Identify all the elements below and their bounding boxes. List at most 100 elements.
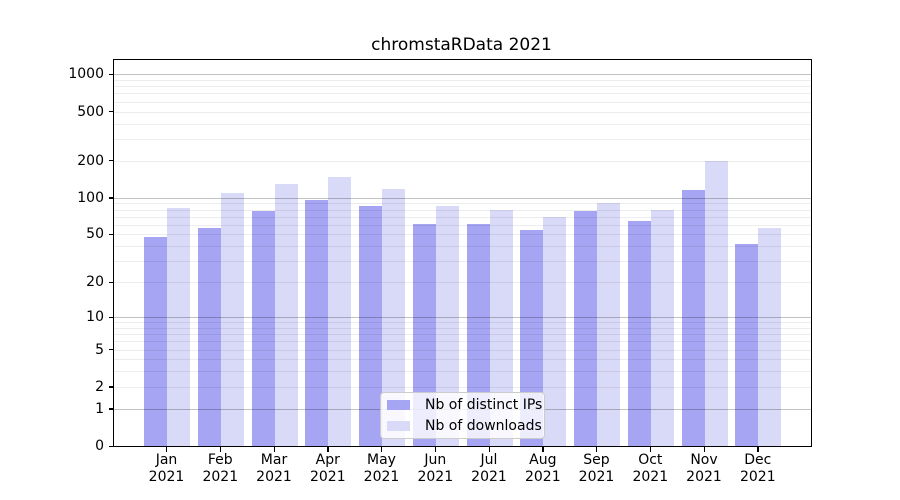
x-label-month: Oct <box>638 452 663 468</box>
x-axis-tick <box>434 447 437 452</box>
bar-distinct-ips-apr <box>305 199 329 446</box>
x-label-month: Apr <box>315 452 340 468</box>
bar-distinct-ips-mar <box>251 210 275 446</box>
x-label-month: Mar <box>260 452 288 468</box>
gridline-minor <box>114 86 811 88</box>
x-tick-label-oct: Oct 2021 <box>618 452 682 486</box>
bar-downloads-nov <box>704 161 728 446</box>
bar-distinct-ips-jan <box>144 236 167 446</box>
bar-downloads-dec <box>758 228 782 446</box>
x-label-year: 2021 <box>578 469 615 485</box>
x-tick-label-sep: Sep 2021 <box>565 452 629 486</box>
bar-distinct-ips-oct <box>627 221 651 446</box>
x-axis-tick <box>703 447 705 452</box>
x-label-year: 2021 <box>686 469 722 485</box>
x-tick-label-jul: Jul 2021 <box>457 452 521 486</box>
x-label-month: Nov <box>690 452 718 468</box>
x-tick-label-nov: Nov 2021 <box>672 452 736 486</box>
x-axis-tick <box>219 447 222 452</box>
y-tick-label: 1000 <box>68 66 104 83</box>
x-axis-tick <box>596 447 598 452</box>
bar-downloads-aug <box>543 217 567 446</box>
x-label-month: Jun <box>424 452 447 468</box>
gridline-minor <box>114 93 811 95</box>
bar-distinct-ips-nov <box>681 190 705 446</box>
x-label-month: Aug <box>529 452 557 468</box>
gridline-minor <box>114 138 811 140</box>
bar-downloads-may <box>382 188 405 446</box>
bar-downloads-sep <box>597 203 620 446</box>
y-tick-label: 2 <box>95 378 104 395</box>
x-label-year: 2021 <box>632 469 669 485</box>
bar-downloads-jun <box>435 206 459 446</box>
x-tick-label-dec: Dec 2021 <box>726 452 790 486</box>
chart-title: chromstaRData 2021 <box>371 35 552 55</box>
y-tick-label: 10 <box>86 309 104 325</box>
x-label-year: 2021 <box>363 469 400 485</box>
y-tick-label: 20 <box>86 274 104 291</box>
x-label-year: 2021 <box>471 469 507 485</box>
bar-downloads-jul <box>489 209 513 446</box>
y-axis-tick <box>109 233 113 236</box>
legend-label-distinct-ips: Nb of distinct IPs <box>425 397 543 413</box>
x-tick-label-feb: Feb 2021 <box>188 452 252 486</box>
bar-distinct-ips-jul <box>466 223 490 446</box>
bar-distinct-ips-sep <box>574 210 597 446</box>
x-label-year: 2021 <box>739 469 776 485</box>
x-axis-tick <box>166 447 168 452</box>
x-axis-tick <box>488 447 490 452</box>
x-label-month: Jul <box>480 452 498 468</box>
gridline-minor <box>114 123 811 125</box>
gridline-minor <box>114 101 811 103</box>
x-label-year: 2021 <box>148 469 185 485</box>
x-tick-label-jan: Jan 2021 <box>135 452 199 486</box>
bar-distinct-ips-jun <box>412 223 436 446</box>
x-tick-label-may: May 2021 <box>350 452 414 486</box>
gridline-major <box>114 74 811 76</box>
legend-label-downloads: Nb of downloads <box>425 418 542 434</box>
x-tick-label-apr: Apr 2021 <box>296 452 360 486</box>
x-tick-label-aug: Aug 2021 <box>511 452 575 486</box>
y-axis-tick <box>109 281 113 284</box>
bar-distinct-ips-may <box>359 206 382 446</box>
y-tick-label: 5 <box>95 341 104 358</box>
y-tick-label: 200 <box>77 152 104 169</box>
gridline-minor <box>114 79 811 81</box>
bar-downloads-feb <box>220 192 244 446</box>
x-label-year: 2021 <box>417 469 454 485</box>
x-label-year: 2021 <box>309 469 346 485</box>
legend-swatch-downloads <box>387 421 410 431</box>
bar-downloads-jan <box>167 207 190 446</box>
y-axis-tick <box>109 349 113 351</box>
bar-distinct-ips-dec <box>735 243 759 446</box>
y-tick-label: 1 <box>95 400 104 417</box>
bar-downloads-apr <box>328 177 352 446</box>
x-axis-tick <box>273 447 275 452</box>
y-axis-tick <box>109 160 113 162</box>
x-axis-tick <box>381 447 383 452</box>
bar-downloads-mar <box>274 183 298 446</box>
y-axis-tick <box>109 111 113 113</box>
legend-row-distinct-ips: Nb of distinct IPs <box>387 396 542 414</box>
legend-swatch-distinct-ips <box>387 400 410 410</box>
y-tick-label: 500 <box>77 103 104 120</box>
y-axis-tick <box>109 386 113 388</box>
y-axis-tick <box>109 197 113 199</box>
gridline-minor <box>114 111 811 113</box>
x-label-year: 2021 <box>524 469 561 485</box>
legend-row-downloads: Nb of downloads <box>387 417 542 435</box>
x-label-month: Dec <box>744 452 772 468</box>
y-tick-label: 100 <box>77 189 104 206</box>
x-tick-label-jun: Jun 2021 <box>403 452 467 486</box>
x-label-month: May <box>367 452 396 468</box>
x-label-month: Feb <box>207 452 233 468</box>
x-label-year: 2021 <box>202 469 239 485</box>
y-axis-tick <box>109 73 113 76</box>
y-axis-tick <box>109 445 113 447</box>
y-tick-label: 50 <box>86 226 104 243</box>
x-tick-label-mar: Mar 2021 <box>242 452 306 486</box>
y-tick-label: 0 <box>95 438 104 454</box>
x-axis-tick <box>757 447 759 452</box>
x-axis-tick <box>327 447 329 452</box>
